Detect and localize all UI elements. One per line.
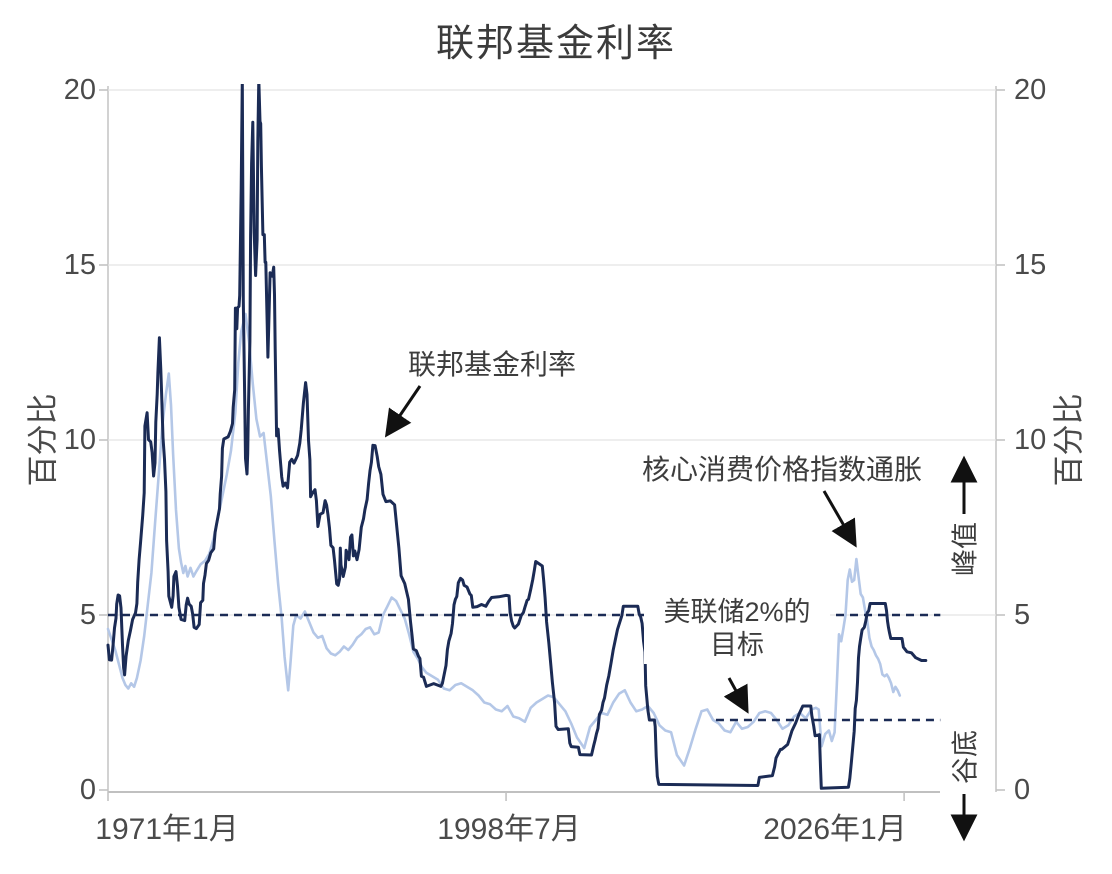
y-tick-label-right-0: 0 xyxy=(1014,774,1031,806)
chart-title: 联邦基金利率 xyxy=(435,23,676,65)
axis-ticks xyxy=(99,89,1005,801)
x-tick-label-1998: 1998年7月 xyxy=(437,813,581,846)
data-series xyxy=(106,84,941,790)
cpi-annotation-arrow xyxy=(822,490,857,548)
y-tick-label-left-20: 20 xyxy=(63,74,96,106)
y-tick-label-right-5: 5 xyxy=(1014,599,1031,631)
y-tick-label-right-20: 20 xyxy=(1014,74,1047,106)
peak-label: 峰值 xyxy=(950,522,981,576)
fed-target-label: 美联储2%的 目标 xyxy=(644,594,830,664)
ffr-annotation-arrow xyxy=(384,385,422,438)
fed-target-label-line2: 目标 xyxy=(710,630,764,660)
target-annotation-arrow xyxy=(723,677,749,714)
y-tick-label-left-10: 10 xyxy=(63,424,96,456)
trough-label: 谷底 xyxy=(950,730,981,784)
y-tick-label-left-15: 15 xyxy=(63,249,96,281)
y-tick-label-right-15: 15 xyxy=(1014,249,1047,281)
x-tick-label-2026: 2026年1月 xyxy=(763,813,907,846)
ffr-series-label: 联邦基金利率 xyxy=(407,349,576,380)
x-tick-label-1971: 1971年1月 xyxy=(95,813,239,846)
fed-target-label-line1: 美联储2%的 xyxy=(663,597,811,627)
y-tick-label-right-10: 10 xyxy=(1014,424,1047,456)
cpi-series-label: 核心消费价格指数通胀 xyxy=(641,454,922,485)
y-tick-label-left-5: 5 xyxy=(79,599,96,631)
y-tick-label-left-0: 0 xyxy=(79,774,96,806)
